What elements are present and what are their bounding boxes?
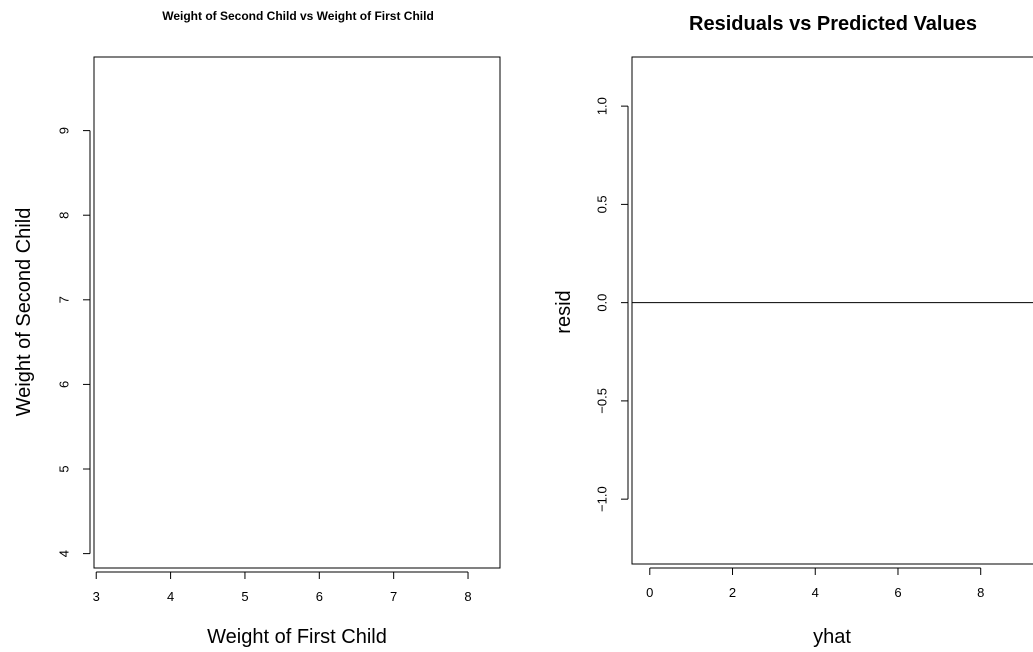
x-tick-label: 6 bbox=[316, 589, 323, 604]
y-axis-label: Weight of Second Child bbox=[13, 208, 35, 417]
x-tick-label: 4 bbox=[812, 585, 819, 600]
x-axis: 3 4 5 6 7 8 bbox=[93, 571, 472, 604]
panel-weight-scatter: Weight of Second Child vs Weight of Firs… bbox=[13, 9, 501, 648]
y-tick-label: 8 bbox=[57, 212, 72, 219]
x-tick-label: 4 bbox=[167, 589, 174, 604]
y-tick-label: 0.0 bbox=[595, 294, 610, 312]
y-tick-label: 7 bbox=[57, 296, 72, 303]
panel-residuals: Residuals vs Predicted Values yhat resid… bbox=[553, 13, 1033, 648]
chart-title: Weight of Second Child vs Weight of Firs… bbox=[162, 9, 434, 23]
y-axis-label: resid bbox=[553, 290, 575, 333]
x-axis: 0 2 4 6 8 bbox=[646, 567, 984, 600]
plot-frame bbox=[631, 56, 1033, 565]
x-tick-label: 5 bbox=[241, 589, 248, 604]
y-tick-label: 4 bbox=[57, 550, 72, 557]
x-tick-label: 0 bbox=[646, 585, 653, 600]
y-tick-label: 9 bbox=[57, 127, 72, 134]
x-tick-label: 6 bbox=[894, 585, 901, 600]
x-axis-label: yhat bbox=[813, 626, 851, 648]
x-tick-label: 8 bbox=[977, 585, 984, 600]
plot-frame bbox=[93, 56, 501, 569]
y-tick-label: −0.5 bbox=[595, 388, 610, 414]
chart-title: Residuals vs Predicted Values bbox=[689, 13, 977, 35]
y-tick-label: 0.5 bbox=[595, 195, 610, 213]
y-tick-label: 6 bbox=[57, 381, 72, 388]
y-axis: −1.0 −0.5 0.0 0.5 1.0 bbox=[595, 97, 629, 512]
x-tick-label: 3 bbox=[93, 589, 100, 604]
x-tick-label: 8 bbox=[464, 589, 471, 604]
x-tick-label: 7 bbox=[390, 589, 397, 604]
x-axis-label: Weight of First Child bbox=[207, 626, 387, 648]
y-tick-label: 1.0 bbox=[595, 97, 610, 115]
y-tick-label: 5 bbox=[57, 465, 72, 472]
x-tick-label: 2 bbox=[729, 585, 736, 600]
y-tick-label: −1.0 bbox=[595, 486, 610, 512]
y-axis: 4 5 6 7 8 9 bbox=[57, 127, 91, 557]
